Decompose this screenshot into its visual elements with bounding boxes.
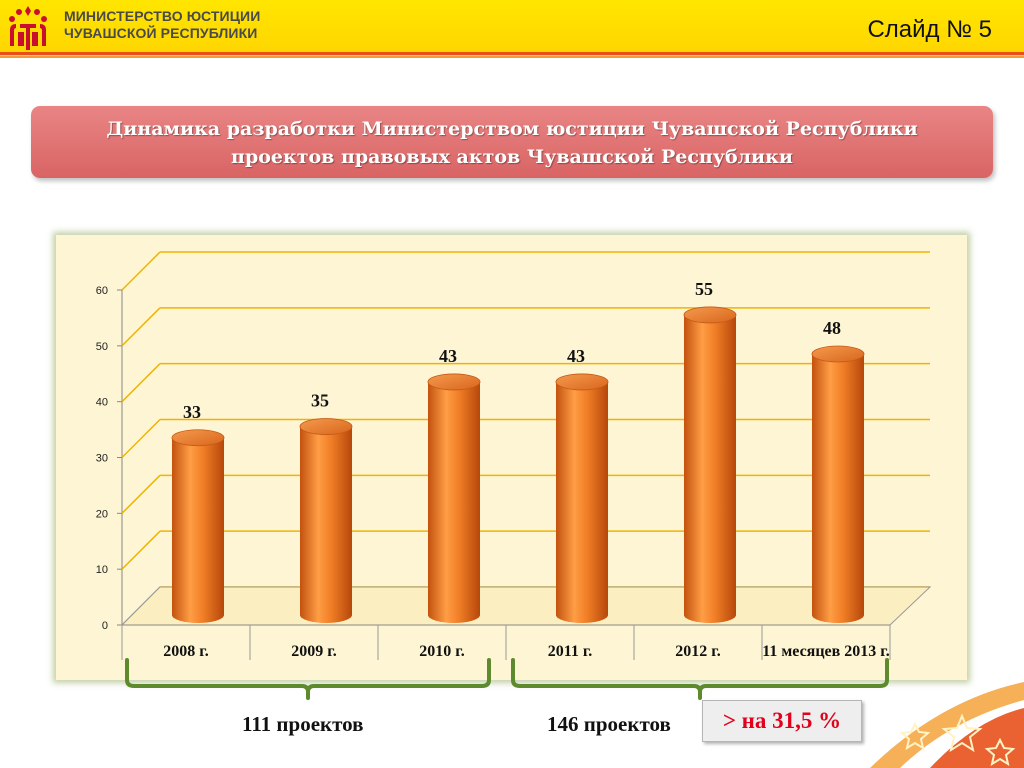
y-tick-label: 10 xyxy=(96,564,108,576)
bar-cap xyxy=(683,306,737,324)
ministry-name: МИНИСТЕРСТВО ЮСТИЦИИ ЧУВАШСКОЙ РЕСПУБЛИК… xyxy=(64,8,260,42)
grid-diagonal xyxy=(121,530,161,570)
bar-body xyxy=(812,354,864,623)
summary-group1: 111 проектов xyxy=(242,712,364,736)
y-tick-label: 30 xyxy=(96,453,108,465)
grid-diagonal xyxy=(121,307,161,347)
bar xyxy=(683,306,737,623)
bar-cap xyxy=(299,418,353,435)
y-tick-label: 50 xyxy=(96,341,108,353)
y-tick-label: 20 xyxy=(96,508,108,520)
slide-title-line1: Динамика разработки Министерством юстици… xyxy=(106,118,918,140)
chuvash-emblem-icon xyxy=(9,6,47,50)
bar-cap xyxy=(555,373,609,391)
data-label: 33 xyxy=(183,402,201,422)
header-stripe-thin xyxy=(0,56,1024,58)
x-tick-label: 2009 г. xyxy=(291,643,336,660)
star-ornament-icon xyxy=(899,713,1016,767)
bar-body xyxy=(428,381,480,623)
ministry-name-line2: ЧУВАШСКОЙ РЕСПУБЛИКИ xyxy=(64,25,258,41)
x-tick-label: 2011 г. xyxy=(548,643,593,660)
bracket-2008-2010 xyxy=(125,658,491,700)
bar-cap xyxy=(171,429,225,447)
bar-body xyxy=(556,381,608,623)
slide-title: Динамика разработки Министерством юстици… xyxy=(31,106,993,178)
y-tick-label: 60 xyxy=(96,285,108,297)
bar-body xyxy=(684,314,736,623)
bar-cap xyxy=(427,373,481,391)
x-tick-label: 2008 г. xyxy=(163,643,208,660)
grid-diagonal xyxy=(121,251,161,291)
bar-body xyxy=(300,426,352,623)
bar-body xyxy=(172,437,224,623)
data-label: 35 xyxy=(311,391,329,411)
x-tick-label: 2010 г. xyxy=(419,643,464,660)
grid-diagonal xyxy=(121,474,161,514)
bar xyxy=(171,429,225,623)
bar xyxy=(299,418,353,623)
x-tick-label: 11 месяцев 2013 г. xyxy=(762,643,890,660)
bar xyxy=(427,373,481,623)
ministry-name-line1: МИНИСТЕРСТВО ЮСТИЦИИ xyxy=(64,8,261,24)
grid-diagonal xyxy=(121,418,161,459)
y-tick-label: 40 xyxy=(96,397,108,409)
bar xyxy=(555,373,609,623)
header-stripe xyxy=(0,52,1024,55)
bar-cap xyxy=(811,345,865,363)
data-label: 48 xyxy=(823,318,841,338)
y-tick-label: 0 xyxy=(102,620,108,632)
grid-diagonal xyxy=(121,363,161,403)
slide-title-line2: проектов правовых актов Чувашской Респуб… xyxy=(231,146,793,168)
bar xyxy=(811,345,865,623)
data-label: 43 xyxy=(439,346,457,366)
header-bar xyxy=(0,0,1024,58)
x-tick-label: 2012 г. xyxy=(675,643,720,660)
data-label: 43 xyxy=(567,346,585,366)
increase-badge: > на 31,5 % xyxy=(702,700,862,742)
summary-group2: 146 проектов xyxy=(547,712,671,736)
slide-number: Слайд № 5 xyxy=(867,16,992,43)
data-label: 55 xyxy=(695,279,713,299)
bracket-2011-2013 xyxy=(511,658,889,700)
